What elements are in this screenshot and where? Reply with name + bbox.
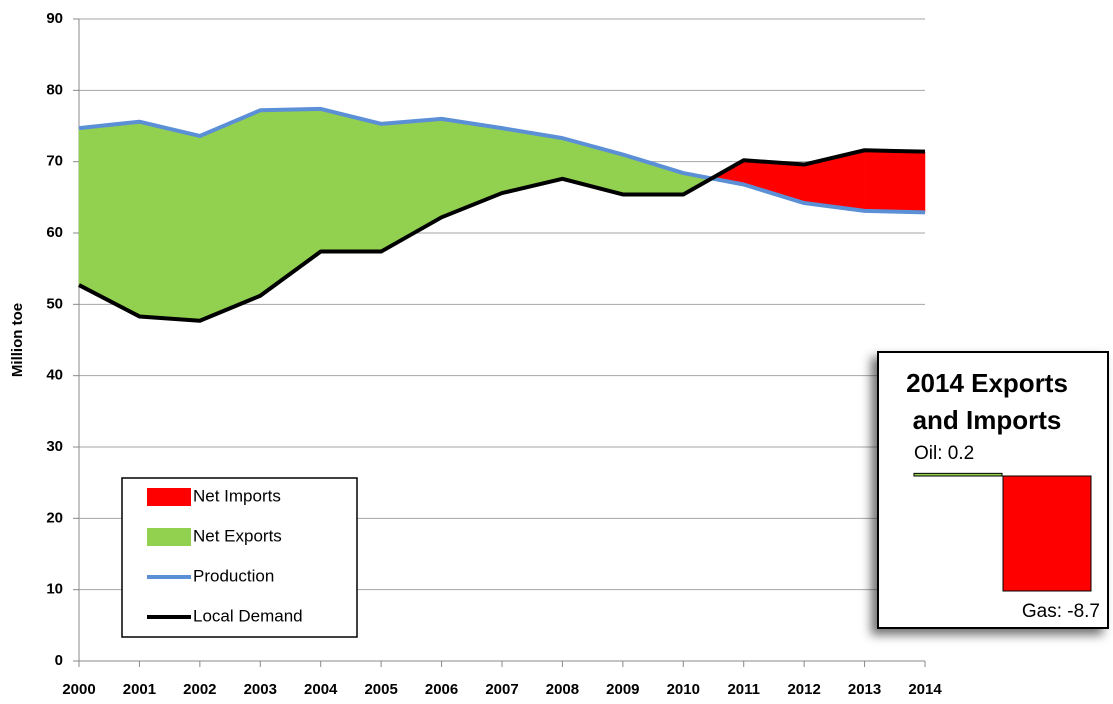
- fill-area: [380, 118, 442, 252]
- x-tick-label: 2007: [485, 681, 518, 698]
- bar: [1002, 475, 1092, 592]
- x-tick-label: 2002: [183, 681, 216, 698]
- x-tick-label: 2005: [364, 681, 397, 698]
- line-series: [78, 148, 926, 323]
- fill-area: [320, 108, 382, 252]
- fill-area: [743, 159, 805, 204]
- line-series: [78, 106, 926, 215]
- legend-label: Production: [193, 566, 274, 585]
- x-tick-label: 2010: [667, 681, 700, 698]
- x-tick-label: 2000: [62, 681, 95, 698]
- fill-area: [441, 118, 503, 218]
- legend-swatch: [147, 528, 191, 546]
- y-axis-label: Million toe: [9, 303, 26, 377]
- y-tick-label: 10: [46, 581, 63, 598]
- value-label: Oil: 0.2: [914, 443, 974, 464]
- x-tick-label: 2009: [606, 681, 639, 698]
- y-tick-label: 30: [46, 438, 63, 455]
- x-tick-label: 2004: [304, 681, 338, 698]
- x-tick-label: 2008: [546, 681, 579, 698]
- y-tick-label: 0: [55, 652, 63, 669]
- x-tick-label: 2011: [727, 681, 760, 698]
- legend-label: Net Exports: [193, 526, 282, 545]
- fill-area: [139, 121, 201, 322]
- x-tick-label: 2006: [425, 681, 458, 698]
- inset-title: and Imports: [913, 405, 1062, 435]
- y-tick-label: 80: [46, 81, 63, 98]
- y-tick-label: 60: [46, 224, 63, 241]
- y-tick-label: 20: [46, 509, 63, 526]
- y-tick-label: 70: [46, 153, 63, 170]
- fill-area: [199, 109, 261, 322]
- x-tick-label: 2001: [123, 681, 156, 698]
- y-tick-label: 40: [46, 367, 63, 384]
- legend-label: Net Imports: [193, 486, 281, 505]
- x-tick-label: 2012: [787, 681, 820, 698]
- y-tick-label: 90: [46, 10, 63, 27]
- fill-area: [864, 149, 926, 213]
- legend-label: Local Demand: [193, 606, 303, 625]
- inset-title: 2014 Exports: [906, 368, 1068, 398]
- fill-area: [622, 154, 684, 195]
- fill-area: [260, 108, 321, 297]
- x-tick-label: 2003: [244, 681, 277, 698]
- legend-swatch: [147, 488, 191, 506]
- value-label: Gas: -8.7: [1022, 601, 1100, 622]
- y-tick-label: 50: [46, 295, 63, 312]
- x-tick-label: 2014: [908, 681, 942, 698]
- bar: [913, 472, 1003, 477]
- x-tick-label: 2013: [848, 681, 881, 698]
- fill-area: [78, 121, 140, 317]
